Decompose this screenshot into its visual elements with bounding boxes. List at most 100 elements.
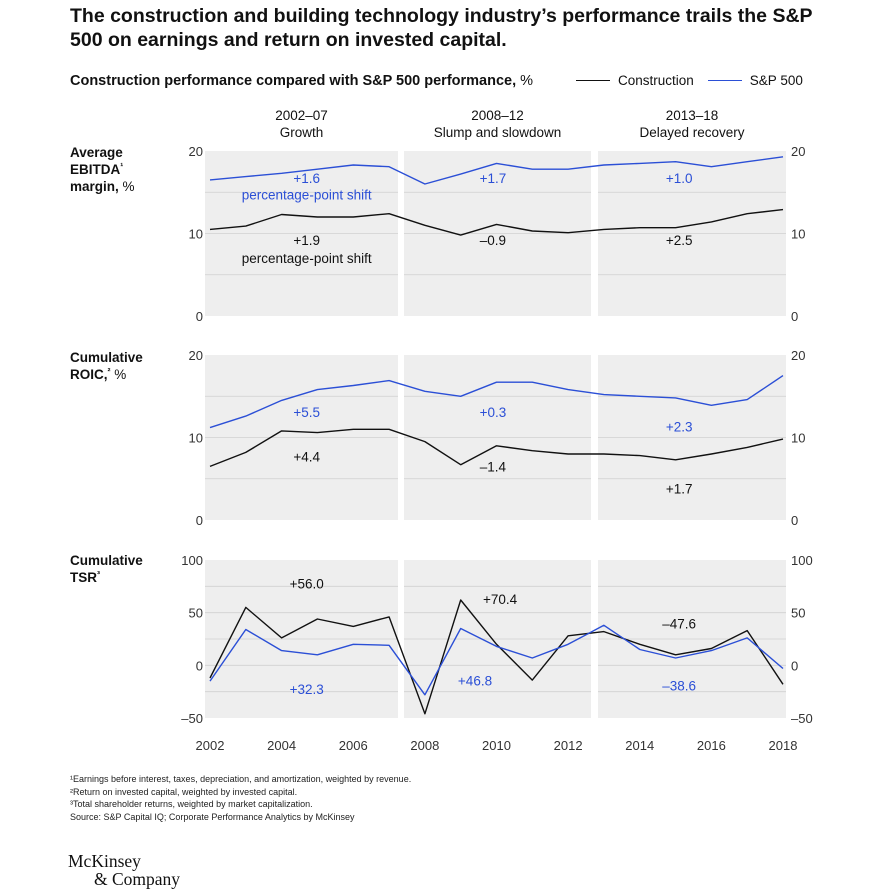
annotation-label: +1.0 bbox=[666, 171, 693, 186]
period-name-3: Delayed recovery bbox=[639, 125, 744, 140]
row-label-part: ² bbox=[108, 366, 111, 376]
x-tick-label: 2012 bbox=[554, 738, 583, 753]
y-tick-right: –50 bbox=[791, 711, 813, 726]
row-label-line: TSR³ bbox=[70, 569, 100, 585]
row-label-part: ¹ bbox=[120, 161, 123, 171]
annotation-label: +4.4 bbox=[293, 449, 320, 464]
x-tick-label: 2010 bbox=[482, 738, 511, 753]
period-name-1: Growth bbox=[280, 125, 324, 140]
row-label-line: ROIC,² % bbox=[70, 366, 126, 382]
row-label-part: % bbox=[111, 367, 127, 382]
row-label-part: TSR bbox=[70, 570, 97, 585]
y-tick-left: 0 bbox=[196, 658, 203, 673]
annotation-label: percentage-point shift bbox=[242, 251, 372, 266]
y-tick-right: 0 bbox=[791, 309, 798, 324]
chart-canvas: 2002–07 Growth 2008–12 Slump and slowdown 20… bbox=[70, 108, 813, 753]
period-name-2: Slump and slowdown bbox=[434, 125, 562, 140]
y-tick-left: 50 bbox=[189, 606, 203, 621]
legend-item-sp500: S&P 500 bbox=[707, 73, 803, 88]
x-tick-label: 2016 bbox=[697, 738, 726, 753]
chart-title: The construction and building technology… bbox=[70, 5, 813, 51]
annotation-label: –38.6 bbox=[662, 679, 696, 694]
series-line-sp500 bbox=[209, 375, 784, 429]
row-label-part: % bbox=[123, 179, 135, 194]
footnote-ebitda: ¹Earnings before interest, taxes, deprec… bbox=[70, 774, 412, 784]
annotation-label: +2.3 bbox=[666, 420, 693, 435]
legend-swatch-construction bbox=[576, 80, 610, 81]
period-range-3: 2013–18 bbox=[666, 108, 719, 123]
chart-subtitle: Construction performance compared with S… bbox=[70, 73, 533, 89]
y-tick-right: 20 bbox=[791, 348, 805, 363]
annotation-label: +1.7 bbox=[666, 482, 693, 497]
annotation-label: +56.0 bbox=[290, 576, 324, 591]
x-tick-label: 2006 bbox=[339, 738, 368, 753]
row-label-line: Cumulative bbox=[70, 350, 143, 365]
y-tick-right: 20 bbox=[791, 144, 805, 159]
legend-swatch-sp500 bbox=[707, 80, 742, 81]
subtitle-text: Construction performance compared with S… bbox=[70, 73, 517, 89]
y-tick-left: 20 bbox=[189, 348, 203, 363]
mckinsey-logo: McKinsey & Company bbox=[68, 852, 180, 888]
series-line-sp500 bbox=[209, 624, 784, 696]
row-label-part: Cumulative bbox=[70, 350, 143, 365]
row-label-part: ³ bbox=[97, 569, 100, 579]
y-tick-left: 100 bbox=[181, 553, 203, 568]
y-tick-left: 0 bbox=[196, 309, 203, 324]
y-tick-left: 0 bbox=[196, 513, 203, 528]
y-tick-right: 10 bbox=[791, 431, 805, 446]
annotation-label: +1.7 bbox=[480, 171, 507, 186]
y-tick-right: 0 bbox=[791, 513, 798, 528]
annotation-label: +1.9 bbox=[293, 233, 320, 248]
legend-label-construction: Construction bbox=[618, 73, 694, 88]
row-label-part: EBITDA bbox=[70, 162, 121, 177]
y-tick-left: 10 bbox=[189, 227, 203, 242]
row-label-line: margin, % bbox=[70, 179, 135, 194]
footnote-source: Source: S&P Capital IQ; Corporate Perfor… bbox=[70, 811, 355, 822]
footnote-roic: ²Return on invested capital, weighted by… bbox=[70, 786, 298, 797]
y-tick-right: 10 bbox=[791, 227, 805, 242]
annotation-label: +2.5 bbox=[666, 233, 693, 248]
y-tick-right: 0 bbox=[791, 658, 798, 673]
series-line-construction bbox=[209, 428, 784, 468]
annotation-label: percentage-point shift bbox=[242, 188, 372, 203]
y-tick-left: 10 bbox=[189, 431, 203, 446]
row-label-line: Cumulative bbox=[70, 553, 143, 568]
annotation-label: +5.5 bbox=[293, 405, 320, 420]
row-label-line: EBITDA¹ bbox=[70, 161, 123, 177]
annotation-label: +70.4 bbox=[483, 592, 518, 607]
period-range-2: 2008–12 bbox=[471, 108, 524, 123]
row-label-part: Average bbox=[70, 145, 123, 160]
series-line-construction bbox=[209, 599, 784, 715]
row-label-part: ROIC, bbox=[70, 367, 108, 382]
x-tick-label: 2018 bbox=[769, 738, 798, 753]
row-label-part: Cumulative bbox=[70, 553, 143, 568]
annotation-label: +0.3 bbox=[480, 405, 507, 420]
logo-line-1: McKinsey bbox=[68, 851, 141, 871]
y-tick-right: 50 bbox=[791, 606, 805, 621]
subtitle-unit: % bbox=[520, 73, 534, 89]
x-tick-label: 2014 bbox=[625, 738, 654, 753]
y-tick-right: 100 bbox=[791, 553, 813, 568]
series-line-sp500 bbox=[209, 156, 784, 185]
annotation-label: +1.6 bbox=[293, 171, 320, 186]
annotation-label: –0.9 bbox=[480, 233, 506, 248]
legend-label-sp500: S&P 500 bbox=[749, 73, 803, 88]
row-label-line: Average bbox=[70, 145, 123, 160]
footnotes: ¹Earnings before interest, taxes, deprec… bbox=[70, 773, 411, 823]
annotation-label: +32.3 bbox=[290, 682, 324, 697]
annotation-label: –47.6 bbox=[662, 616, 696, 631]
period-range-1: 2002–07 bbox=[275, 108, 328, 123]
series-line-construction bbox=[209, 208, 784, 236]
footnote-tsr: ³Total shareholder returns, weighted by … bbox=[70, 799, 313, 809]
x-tick-label: 2002 bbox=[196, 738, 225, 753]
logo-line-2: & Company bbox=[94, 869, 181, 889]
x-tick-label: 2004 bbox=[267, 738, 296, 753]
row-label-part: margin, bbox=[70, 179, 123, 194]
x-tick-label: 2008 bbox=[410, 738, 439, 753]
annotation-label: –1.4 bbox=[480, 459, 507, 474]
y-tick-left: 20 bbox=[189, 144, 203, 159]
legend-item-construction: Construction bbox=[576, 73, 694, 88]
